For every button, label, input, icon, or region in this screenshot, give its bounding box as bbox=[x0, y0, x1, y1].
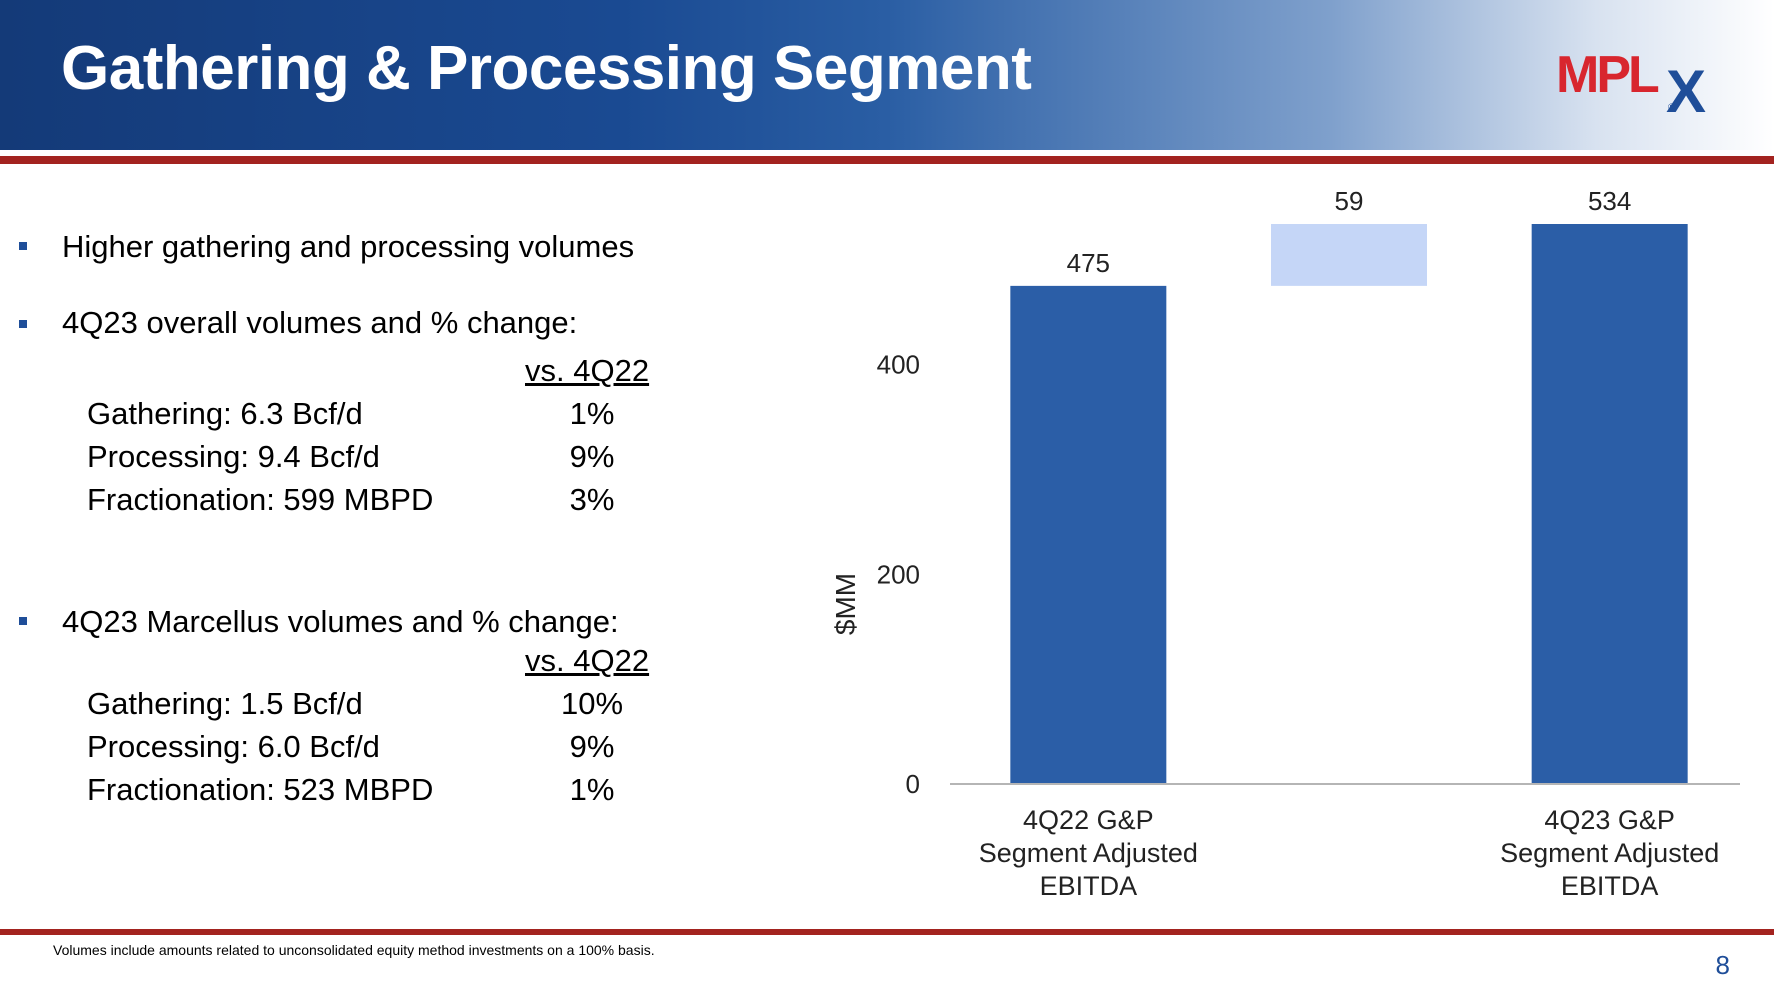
logo-registered: ® bbox=[1668, 102, 1675, 112]
bullet-text-1: Higher gathering and processing volumes bbox=[62, 229, 635, 264]
bullet-text-2: 4Q23 overall volumes and % change: bbox=[62, 305, 578, 340]
category-label: EBITDA bbox=[1561, 871, 1659, 901]
header-rule bbox=[0, 156, 1774, 164]
bullet-marker bbox=[19, 617, 27, 625]
data-label: 59 bbox=[1335, 186, 1364, 216]
logo-mpl: MPL bbox=[1556, 46, 1659, 104]
footer-rule bbox=[0, 929, 1774, 935]
marcellus-row-label: Gathering: 1.5 Bcf/d bbox=[87, 686, 363, 721]
bar bbox=[1010, 285, 1167, 784]
category-label: Segment Adjusted bbox=[1500, 838, 1719, 868]
marcellus-row-value: 9% bbox=[569, 729, 615, 764]
overall-row-value: 1% bbox=[569, 396, 615, 431]
marcellus-row-value: 1% bbox=[569, 772, 615, 807]
marcellus-column-header: vs. 4Q22 bbox=[525, 643, 650, 678]
overall-row-value: 3% bbox=[569, 482, 615, 517]
bullet-marker bbox=[19, 242, 27, 250]
category-label: EBITDA bbox=[1040, 871, 1138, 901]
y-tick-label: 200 bbox=[877, 559, 920, 589]
marcellus-row-value: 10% bbox=[560, 686, 624, 721]
data-label: 475 bbox=[1067, 248, 1110, 278]
y-tick-label: 0 bbox=[906, 769, 920, 799]
overall-column-header: vs. 4Q22 bbox=[525, 353, 650, 388]
overall-row-label: Gathering: 6.3 Bcf/d bbox=[87, 396, 363, 431]
header-banner: Gathering & Processing Segment MPL X ® bbox=[0, 0, 1774, 150]
bullet-marker bbox=[19, 320, 27, 328]
page-number: 8 bbox=[1715, 950, 1730, 980]
logo-x: X bbox=[1666, 58, 1706, 120]
bar bbox=[1271, 224, 1427, 286]
overall-row-value: 9% bbox=[569, 439, 615, 474]
marcellus-row-label: Fractionation: 523 MBPD bbox=[87, 772, 434, 807]
category-label: 4Q23 G&P bbox=[1544, 805, 1675, 835]
overall-row-label: Fractionation: 599 MBPD bbox=[87, 482, 434, 517]
bullet-text-3: 4Q23 Marcellus volumes and % change: bbox=[62, 604, 619, 639]
category-label: 4Q22 G&P bbox=[1023, 805, 1154, 835]
mplx-logo: MPL X ® bbox=[1556, 46, 1706, 120]
y-tick-label: 400 bbox=[877, 350, 920, 380]
data-label: 534 bbox=[1588, 186, 1631, 216]
page-title: Gathering & Processing Segment bbox=[61, 34, 1032, 103]
category-label: Segment Adjusted bbox=[979, 838, 1198, 868]
bar bbox=[1531, 224, 1688, 784]
marcellus-row-label: Processing: 6.0 Bcf/d bbox=[87, 729, 380, 764]
y-axis-label: $MM bbox=[830, 573, 861, 635]
footnote: Volumes include amounts related to uncon… bbox=[53, 942, 655, 958]
overall-row-label: Processing: 9.4 Bcf/d bbox=[87, 439, 380, 474]
